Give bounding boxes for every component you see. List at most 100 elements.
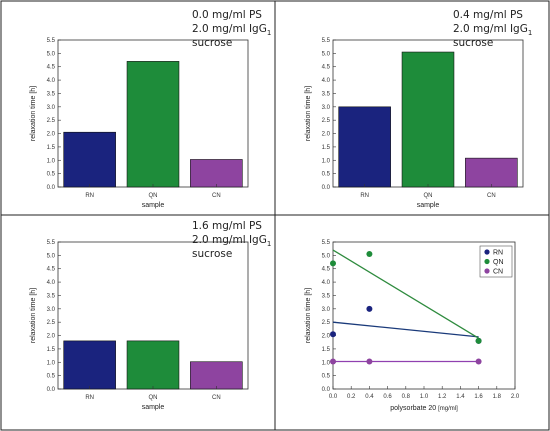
- y-tick-label: 4.5: [47, 65, 56, 71]
- fit-line-RN: [332, 321, 479, 338]
- annotation-protein: 2.0 mg/ml IgG1: [192, 23, 271, 37]
- y-tick-label: 0.0: [322, 387, 331, 393]
- x-tick-label-CN: CN: [212, 395, 221, 401]
- bar-QN: [126, 340, 180, 390]
- y-tick-label: 1.0: [322, 360, 331, 366]
- x-tick-label: 1.8: [493, 394, 502, 400]
- x-tick-label: 0.4: [365, 394, 374, 400]
- x-axis-label: sample: [417, 202, 440, 209]
- y-tick-label: 3.5: [47, 91, 56, 97]
- y-tick-label: 1.5: [47, 347, 56, 353]
- legend-label-QN: QN: [493, 259, 504, 266]
- y-tick-label: 5.0: [322, 253, 331, 259]
- bar-QN: [401, 51, 455, 188]
- panel-1: 0.0 0.5 1.0 1.5 2.0 2.5 3.0 3.5 4.0 4.5 5.0 5.5 rela…: [30, 9, 271, 209]
- x-tick-label-RN: RN: [360, 193, 369, 199]
- y-tick-label: 5.5: [322, 38, 331, 44]
- panels: 0.0 0.5 1.0 1.5 2.0 2.5 3.0 3.5 4.0 4.5 5.0 5.5 rela…: [30, 9, 532, 412]
- y-tick-label: 2.5: [322, 320, 331, 326]
- bar-RN: [63, 131, 116, 188]
- y-tick-label: 4.5: [322, 267, 331, 273]
- annotation-protein: 2.0 mg/ml IgG1: [453, 23, 532, 37]
- y-tick-label: 3.0: [322, 307, 331, 313]
- x-tick-label: 1.6: [474, 394, 483, 400]
- y-tick-label: 2.0: [47, 132, 56, 138]
- y-tick-label: 1.5: [322, 145, 331, 151]
- y-tick-label: 2.0: [322, 334, 331, 340]
- legend-marker-QN: [484, 258, 490, 265]
- y-tick-label: 0.0: [47, 185, 56, 191]
- x-tick-label-CN: CN: [487, 193, 496, 199]
- bar-CN: [190, 361, 243, 390]
- x-tick-label: 2.0: [511, 394, 520, 400]
- y-tick-label: 1.0: [47, 360, 56, 366]
- y-tick-label: 4.0: [47, 280, 56, 286]
- x-axis-label: sample: [142, 404, 165, 411]
- x-tick-label: 1.2: [438, 394, 447, 400]
- y-tick-label: 2.0: [322, 132, 331, 138]
- legend-marker-CN: [484, 268, 490, 274]
- y-tick-label: 0.5: [47, 374, 56, 380]
- x-tick-label-RN: RN: [85, 395, 94, 401]
- bar-QN: [126, 61, 180, 188]
- y-tick-label: 3.0: [322, 105, 331, 111]
- x-tick-label: 0.6: [383, 394, 392, 400]
- bar-RN: [63, 340, 116, 390]
- y-tick-label: 1.5: [47, 145, 56, 151]
- panel-2: 0.0 0.5 1.0 1.5 2.0 2.5 3.0 3.5 4.0 4.5 5.0 5.5 rela…: [305, 9, 532, 209]
- annotation-protein: 2.0 mg/ml IgG1: [192, 234, 271, 248]
- y-tick-label: 2.0: [47, 334, 56, 340]
- y-tick-label: 5.5: [47, 38, 56, 44]
- y-tick-label: 3.0: [47, 307, 56, 313]
- y-axis-label: relaxation time [h]: [305, 288, 312, 343]
- y-tick-label: 4.0: [322, 78, 331, 84]
- annotation-concentration: 0.0 mg/ml PS: [192, 9, 262, 21]
- y-tick-label: 5.0: [47, 51, 56, 57]
- bar-RN: [338, 106, 391, 188]
- x-axis-label: sample: [142, 202, 165, 209]
- point-QN: [366, 251, 373, 258]
- x-axis-label: polysorbate 20 [mg/ml]: [390, 405, 458, 412]
- y-tick-label: 1.0: [47, 158, 56, 164]
- x-tick-label: 0.0: [329, 394, 338, 400]
- y-tick-label: 2.5: [47, 320, 56, 326]
- bar-CN: [190, 159, 243, 188]
- point-CN: [366, 358, 373, 365]
- annotation-excipient: sucrose: [192, 248, 232, 260]
- annotation-concentration: 1.6 mg/ml PS: [192, 220, 262, 232]
- y-tick-label: 1.0: [322, 158, 331, 164]
- y-axis-label: relaxation time [h]: [30, 86, 37, 141]
- y-tick-label: 5.0: [47, 253, 56, 259]
- legend-label-CN: CN: [493, 268, 503, 275]
- x-tick-label-QN: QN: [149, 193, 158, 199]
- x-tick-label: 1.4: [456, 394, 465, 400]
- y-tick-label: 5.5: [322, 240, 331, 246]
- y-tick-label: 0.0: [47, 387, 56, 393]
- y-tick-label: 4.0: [47, 78, 56, 84]
- y-tick-label: 4.0: [322, 280, 331, 286]
- legend-label-RN: RN: [493, 249, 503, 256]
- x-tick-label: 1.0: [420, 394, 429, 400]
- y-tick-label: 0.5: [47, 172, 56, 178]
- y-tick-label: 4.5: [47, 267, 56, 273]
- y-tick-label: 3.5: [322, 293, 331, 299]
- y-tick-label: 0.0: [322, 185, 331, 191]
- bar-CN: [465, 157, 518, 188]
- y-tick-label: 3.5: [322, 91, 331, 97]
- x-tick-label-QN: QN: [149, 395, 158, 401]
- panel-3: 0.0 0.5 1.0 1.5 2.0 2.5 3.0 3.5 4.0 4.5 5.0 5.5 rela…: [30, 220, 271, 411]
- y-tick-label: 5.5: [47, 240, 56, 246]
- fit-line-QN: [332, 249, 479, 339]
- point-QN: [475, 337, 482, 344]
- x-tick-label-RN: RN: [85, 193, 94, 199]
- point-QN: [330, 260, 336, 267]
- x-tick-label-CN: CN: [212, 193, 221, 199]
- point-RN: [330, 331, 336, 338]
- x-tick-label: 0.8: [402, 394, 411, 400]
- y-tick-label: 0.5: [322, 172, 331, 178]
- y-tick-label: 5.0: [322, 51, 331, 57]
- y-tick-label: 4.5: [322, 65, 331, 71]
- legend-marker-RN: [484, 249, 490, 255]
- point-CN: [330, 358, 336, 365]
